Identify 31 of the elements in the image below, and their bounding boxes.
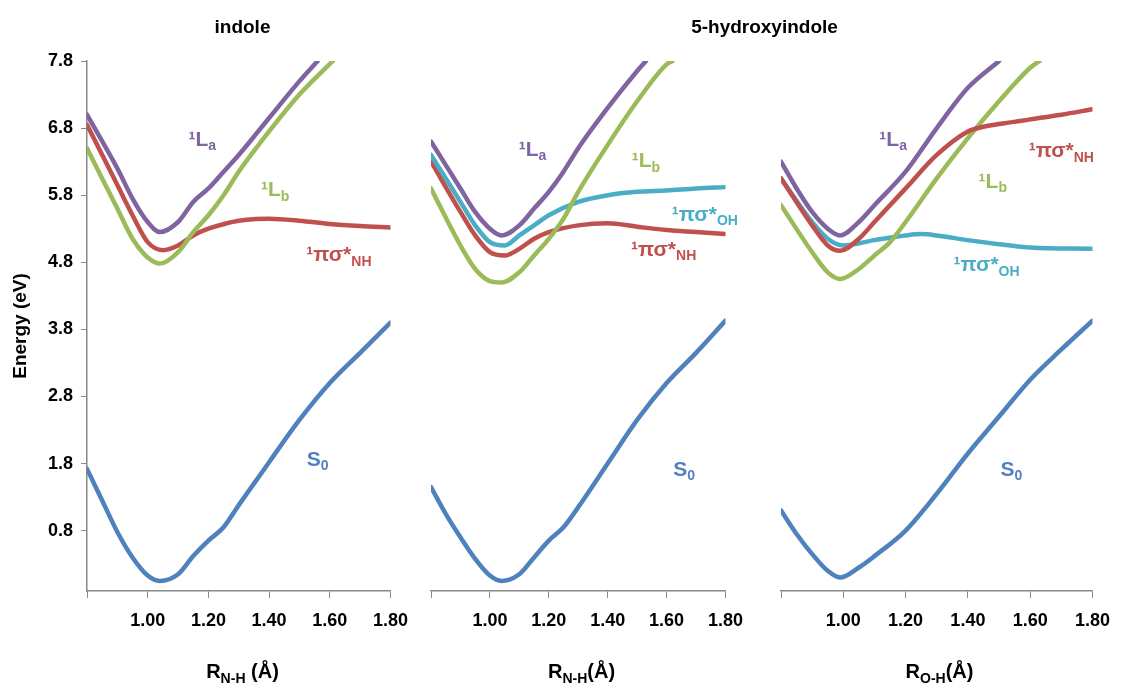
x-tick-label: 1.00 (472, 609, 508, 630)
y-tick-label: 5.8 (47, 184, 73, 205)
y-tick-label: 2.8 (47, 385, 73, 406)
x-tick-label: 1.40 (950, 609, 986, 630)
line-series (87, 320, 391, 584)
x-tick-label: 1.20 (888, 609, 924, 630)
y-axis-title: Energy (eV) (9, 273, 31, 379)
x-tick-label: 1.60 (1012, 609, 1048, 630)
x-tick-label: 1.20 (531, 609, 567, 630)
y-tick-label: 0.8 (47, 519, 73, 540)
x-tick-label: 1.20 (190, 609, 226, 630)
line-series (87, 61, 320, 235)
y-tick-label: 6.8 (47, 117, 73, 138)
x-axis-title: R$_{N-H}$ (Å) (206, 660, 279, 686)
text: 5-hydroxyindole (691, 16, 838, 38)
chart-title: indole (214, 16, 271, 38)
x-tick-label: 1.60 (649, 609, 685, 630)
x-tick-label: 1.00 (130, 609, 166, 630)
x-tick-label: 1.80 (1074, 609, 1111, 630)
y-tick-label: 1.8 (47, 452, 73, 473)
y-tick-label: 4.8 (47, 251, 73, 272)
x-tick-label: 1.60 (312, 609, 348, 630)
x-tick-label: 1.80 (707, 609, 744, 630)
x-axis-title: R$_{N-H}$(Å) (547, 660, 616, 686)
x-tick-label: 1.40 (590, 609, 626, 630)
x-tick-label: 1.00 (825, 609, 861, 630)
x-tick-label: 1.80 (372, 609, 409, 630)
x-axis-title: R$_{O-H}$(Å) (905, 660, 974, 686)
x-tick-label: 1.40 (251, 609, 287, 630)
y-tick-label: 7.8 (47, 49, 73, 70)
y-tick-label: 3.8 (47, 318, 73, 339)
